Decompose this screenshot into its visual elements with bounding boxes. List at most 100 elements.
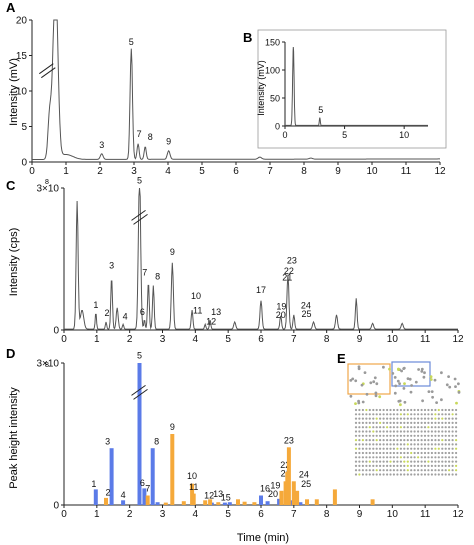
network-node [399,413,402,416]
network-node [406,464,409,467]
network-node [375,421,378,424]
x-tick-label: 11 [420,334,431,345]
network-node [427,390,431,393]
network-node [394,384,398,388]
network-node [406,426,409,429]
peak-label: 8 [148,132,153,142]
network-node [441,460,444,463]
network-node [396,379,400,383]
network-node [392,426,395,429]
bar-label: 19 [270,480,280,490]
network-node [358,430,361,433]
network-node [423,413,427,416]
network-node [391,372,395,375]
network-node [429,375,433,379]
network-node [365,413,368,416]
network-node [441,421,444,424]
network-node [427,451,430,455]
network-node [441,464,444,467]
network-node [430,451,433,455]
panel-c-letter: C [6,178,16,193]
peak-label: 8 [155,271,160,281]
x-tick-label: 6 [258,509,264,520]
x-tick-label: 9 [335,166,341,177]
network-node [386,460,389,463]
network-node [372,430,375,433]
network-node [427,447,430,450]
inset-trace [285,46,428,126]
network-node [392,421,395,424]
network-node [365,392,369,396]
network-node [392,460,395,463]
network-node [361,473,364,476]
network-node [399,417,402,420]
network-node [365,460,368,463]
network-node [417,447,420,450]
network-node [420,469,423,472]
x-tick-label: 5 [225,509,231,520]
network-node [451,408,454,412]
bar-blue [277,498,282,505]
network-node [444,443,447,446]
network-node [441,408,444,412]
network-node [358,439,361,442]
bar-label: 11 [189,482,198,492]
network-node [382,447,385,450]
network-node [357,401,361,405]
network-node [396,413,399,416]
network-node [379,451,382,455]
network-node [368,451,371,455]
bar-blue [150,448,155,505]
y-tick-label: 0 [21,158,27,169]
network-node [368,469,371,472]
network-node [386,434,389,437]
network-node [444,430,447,433]
network-node [420,426,423,429]
bar-orange [216,502,221,505]
network-node [372,421,375,424]
network-node [358,447,361,450]
network-node [444,456,447,459]
network-node [375,460,378,463]
network-node [448,430,451,433]
panel-a-letter: A [6,0,16,15]
network-node [399,434,402,437]
network-node [392,434,395,437]
x-tick-label: 0 [61,334,67,345]
x-tick-label: 1 [94,334,100,345]
network-node [430,464,433,467]
bar-label: 4 [121,490,126,500]
network-node [406,460,409,463]
y-tick-label: 100 [265,66,280,76]
bar-orange [370,499,375,505]
network-node [430,443,433,446]
x-tick-label: 4 [165,166,171,177]
network-node [423,464,427,467]
peak-label: 3 [109,260,114,270]
panel-b-letter: B [243,30,252,45]
network-node [451,473,454,476]
network-node [372,413,375,416]
bar-label: 2 [106,488,111,498]
network-node [372,469,375,472]
network-node [423,430,427,433]
network-node [410,434,413,437]
x-tick-label: 11 [401,166,412,177]
network-node [423,473,427,476]
x-tick-label: 3 [131,166,137,177]
network-node [413,430,416,433]
network-node [354,460,358,463]
network-node [455,473,458,476]
network-node [358,464,361,467]
axis-break-mark [133,213,148,225]
x-tick-label: 0 [282,130,287,140]
network-node [379,443,382,446]
network-node [396,451,399,455]
network-node [441,447,444,450]
network-node [455,451,458,455]
network-node [396,430,399,433]
network-node [430,421,433,424]
network-node [403,460,406,463]
network-node [441,430,444,433]
